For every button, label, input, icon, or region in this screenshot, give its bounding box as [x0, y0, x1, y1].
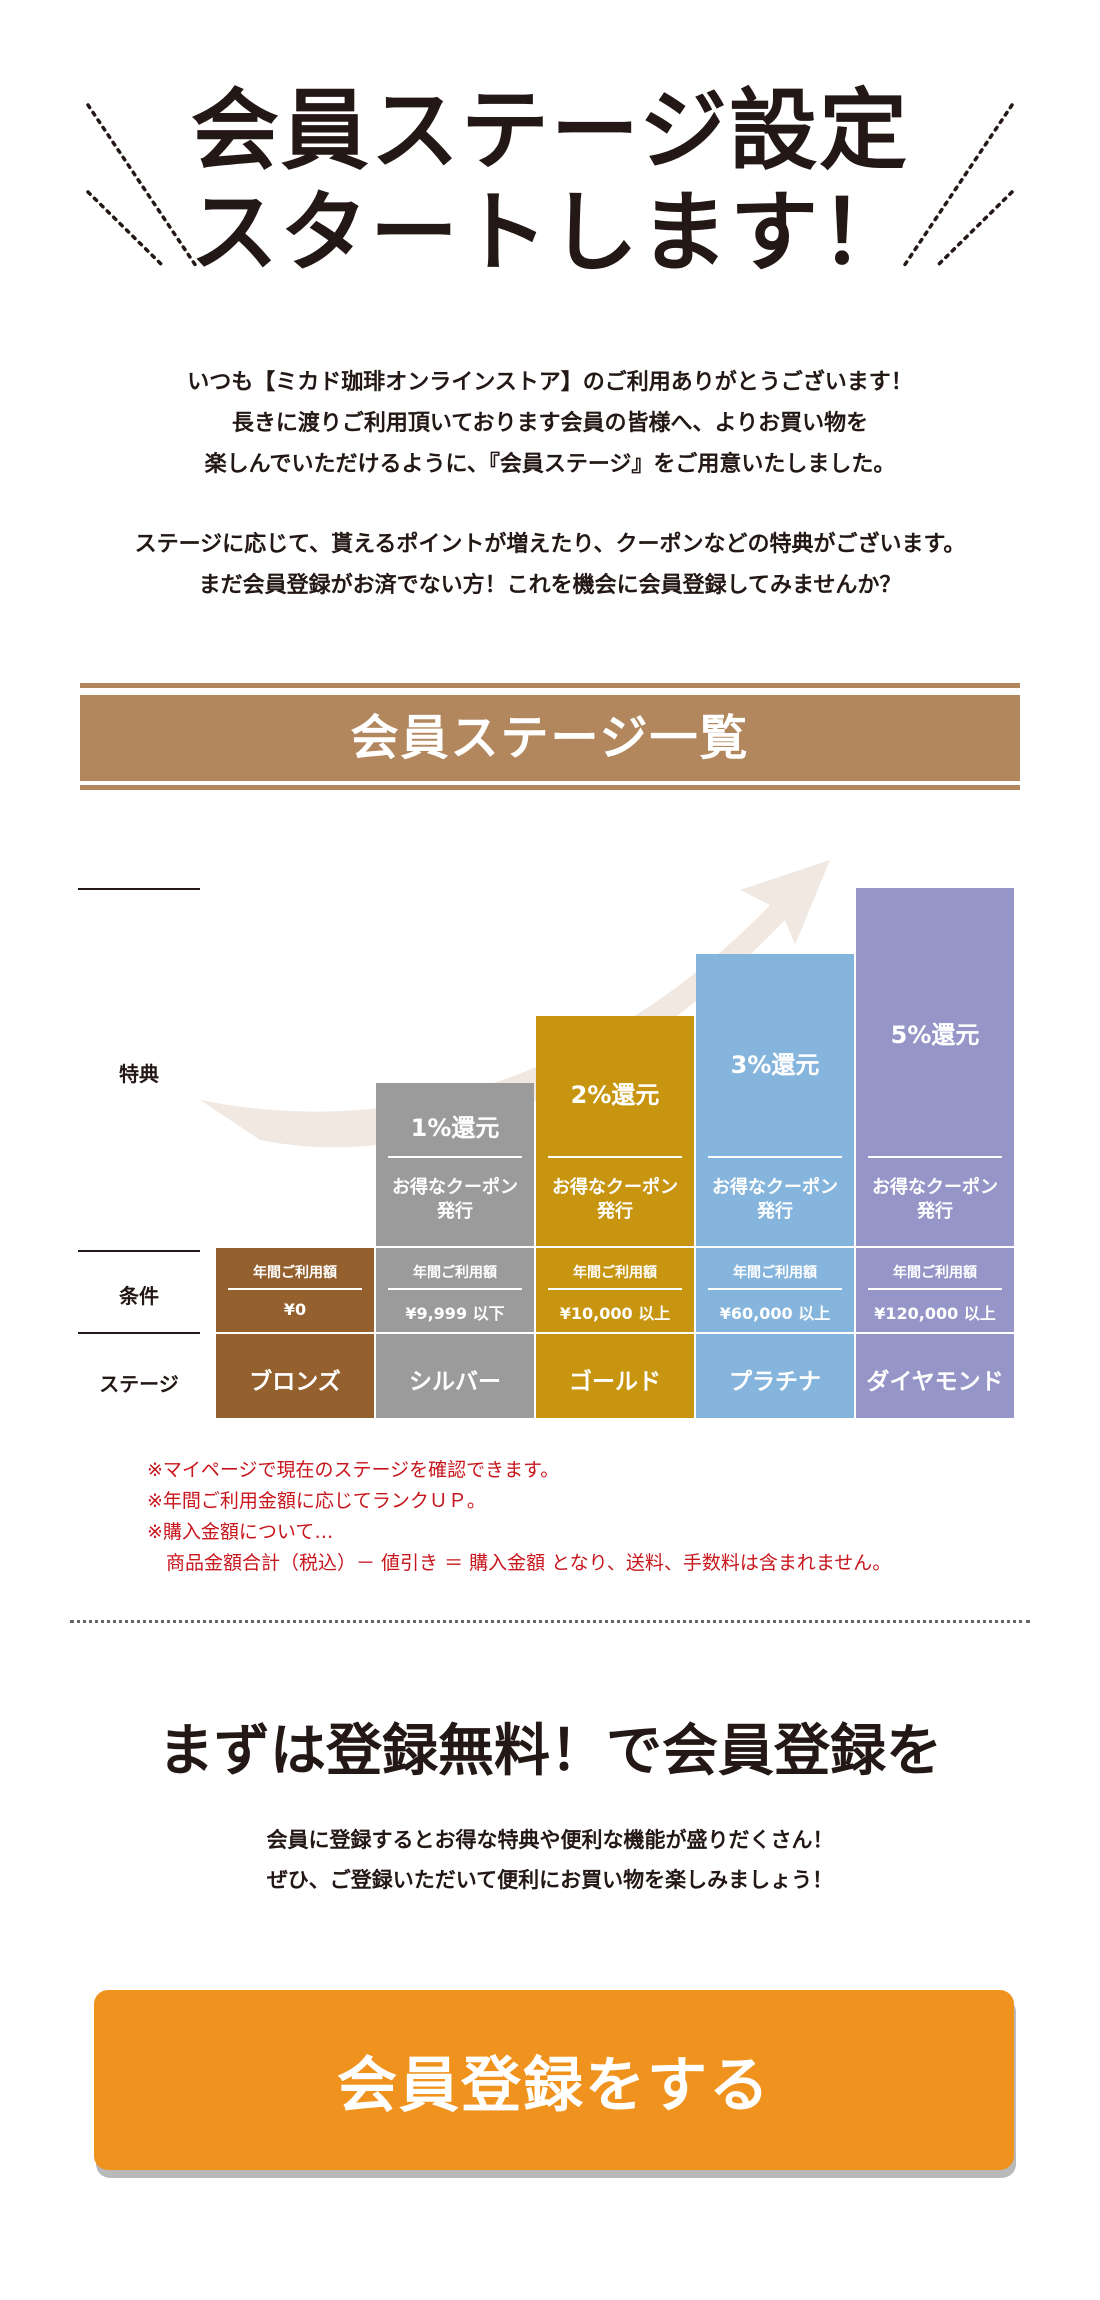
intro-line: 楽しんでいただけるように、『会員ステージ』をご用意いたしました。	[204, 452, 896, 477]
reward-rate: 1%還元	[410, 1114, 500, 1142]
condition-divider	[868, 1288, 1002, 1290]
condition-cell	[216, 1248, 374, 1332]
benefit-divider	[548, 1156, 682, 1158]
condition-divider	[228, 1288, 362, 1290]
condition-divider	[548, 1288, 682, 1290]
condition-amount: ¥120,000 以上	[874, 1304, 996, 1323]
row-label-benefit: 特典	[119, 1062, 159, 1086]
intro-paragraph-1: いつも【ミカド珈琲オンラインストア】のご利用ありがとうございます！ 長きに渡りご…	[0, 362, 1100, 485]
banner-top-rule	[80, 683, 1020, 688]
banner-bottom-rule	[80, 785, 1020, 790]
page-title-line2: スタートします！	[189, 181, 910, 284]
reward-rate: 3%還元	[730, 1051, 820, 1079]
note-line: ※購入金額について…	[147, 1521, 334, 1543]
condition-label: 年間ご利用額	[573, 1265, 657, 1281]
condition-amount: ¥9,999 以下	[405, 1304, 505, 1323]
coupon-text: お得なクーポン 発行	[712, 1177, 838, 1222]
stage-name: プラチナ	[729, 1369, 821, 1395]
benefit-divider	[868, 1156, 1002, 1158]
row-label-condition: 条件	[119, 1284, 159, 1308]
condition-amount: ¥60,000 以上	[719, 1304, 831, 1323]
stage-name: ダイヤモンド	[866, 1369, 1004, 1395]
coupon-text: お得なクーポン 発行	[392, 1177, 518, 1222]
benefit-bar	[856, 888, 1014, 1246]
register-button[interactable]: 会員登録をする	[94, 1990, 1014, 2170]
stage-cell	[536, 1334, 694, 1418]
benefit-divider	[708, 1156, 842, 1158]
condition-cell	[856, 1248, 1014, 1332]
row-rule-stage	[78, 1332, 200, 1334]
intro-line: 長きに渡りご利用頂いております会員の皆様へ、よりお買い物を	[231, 411, 869, 436]
page-title-line1: 会員ステージ設定	[190, 79, 910, 182]
condition-cell	[376, 1248, 534, 1332]
note-line: ※マイページで現在のステージを確認できます。	[147, 1459, 560, 1481]
benefit-bar	[376, 1083, 534, 1246]
stage-cell	[696, 1334, 854, 1418]
notes: ※マイページで現在のステージを確認できます。 ※年間ご利用金額に応じてランクＵＰ…	[147, 1455, 891, 1579]
intro-line: まだ会員登録がお済でない方！これを機会に会員登録してみませんか？	[198, 573, 902, 598]
page-title: 会員ステージ設定 スタートします！	[0, 80, 1100, 284]
stage-name: ゴールド	[569, 1369, 661, 1395]
stage-name: シルバー	[409, 1369, 501, 1395]
condition-cell	[696, 1248, 854, 1332]
reward-rate: 2%還元	[570, 1081, 660, 1109]
intro-line: いつも【ミカド珈琲オンラインストア】のご利用ありがとうございます！	[187, 370, 913, 395]
benefit-bar	[696, 954, 854, 1246]
benefit-divider	[388, 1156, 522, 1158]
reward-rate: 5%還元	[890, 1021, 980, 1049]
register-desc-line: ぜひ、ご登録いただいて便利にお買い物を楽しみましょう！	[266, 1868, 834, 1892]
row-label-stage: ステージ	[99, 1372, 179, 1396]
stage-cell	[856, 1334, 1014, 1418]
condition-divider	[708, 1288, 842, 1290]
stage-cell	[376, 1334, 534, 1418]
note-line: ※年間ご利用金額に応じてランクＵＰ。	[147, 1490, 486, 1512]
register-heading: まずは登録無料！で会員登録を	[158, 1719, 942, 1784]
stage-cell	[216, 1334, 374, 1418]
register-desc-line: 会員に登録するとお得な特典や便利な機能が盛りだくさん！	[266, 1828, 834, 1852]
register-description: 会員に登録するとお得な特典や便利な機能が盛りだくさん！ ぜひ、ご登録いただいて便…	[0, 1820, 1100, 1900]
condition-amount: ¥10,000 以上	[559, 1304, 671, 1323]
condition-cell	[536, 1248, 694, 1332]
condition-label: 年間ご利用額	[253, 1265, 337, 1281]
section-heading: 会員ステージ一覧	[350, 710, 750, 766]
condition-label: 年間ご利用額	[893, 1265, 977, 1281]
benefit-bar	[536, 1016, 694, 1246]
section-banner	[80, 695, 1020, 781]
intro-paragraph-2: ステージに応じて、貰えるポイントが増えたり、クーポンなどの特典がございます。 ま…	[0, 524, 1100, 606]
condition-label: 年間ご利用額	[733, 1265, 817, 1281]
intro-line: ステージに応じて、貰えるポイントが増えたり、クーポンなどの特典がございます。	[134, 532, 966, 557]
row-rule-condition	[78, 1250, 200, 1252]
stage-name: ブロンズ	[249, 1369, 341, 1395]
note-line: 商品金額合計（税込）－ 値引き ＝ 購入金額 となり、送料、手数料は含まれません…	[147, 1552, 892, 1574]
coupon-text: お得なクーポン 発行	[552, 1177, 678, 1222]
title-decoration	[86, 103, 1014, 268]
condition-divider	[388, 1288, 522, 1290]
condition-amount: ¥0	[283, 1300, 307, 1319]
condition-label: 年間ご利用額	[413, 1265, 497, 1281]
row-rule-benefit	[78, 888, 200, 890]
coupon-text: お得なクーポン 発行	[872, 1177, 998, 1222]
dotted-divider	[70, 1620, 1030, 1623]
